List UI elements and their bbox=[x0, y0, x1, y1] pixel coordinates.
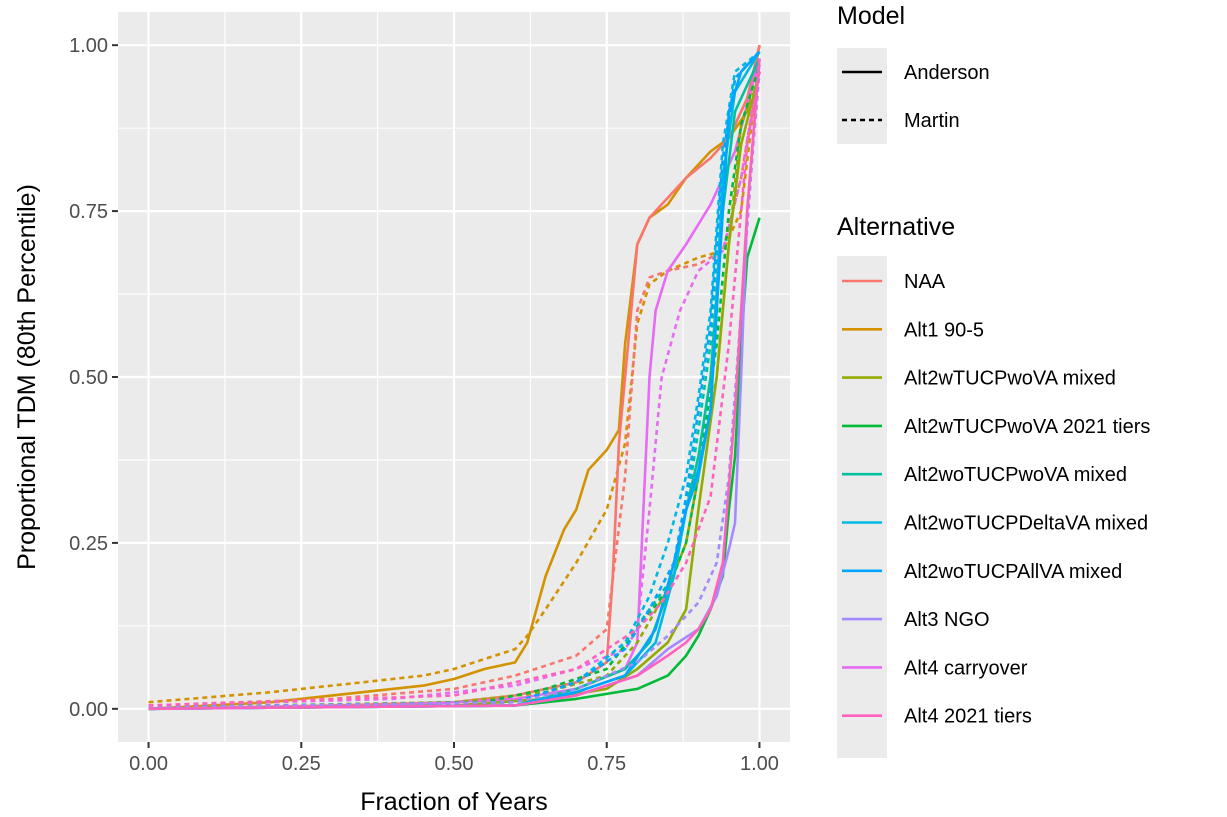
legend-alternative-title: Alternative bbox=[837, 213, 955, 241]
y-tick-label: 1.00 bbox=[69, 35, 108, 57]
series-line-alt1-90-5-anderson bbox=[148, 44, 761, 711]
y-tick-label: 0.75 bbox=[69, 201, 108, 223]
series-line-alt4-carryover-martin bbox=[148, 64, 761, 707]
legend-alt-label-alt3-ngo: Alt3 NGO bbox=[904, 609, 990, 631]
y-tick-label: 0.50 bbox=[69, 367, 108, 389]
legend-model-label-anderson: Anderson bbox=[904, 62, 990, 84]
legend-model-label-martin: Martin bbox=[904, 110, 960, 132]
grid-major bbox=[118, 12, 790, 742]
legend-alternative: Alternative NAA Alt1 90-5 Alt2wTUCPwoVA mi… bbox=[837, 213, 1150, 758]
x-axis-title: Fraction of Years bbox=[360, 788, 548, 816]
legend-alt-label-naa: NAA bbox=[904, 271, 946, 293]
legend-model-entries: Anderson Martin bbox=[842, 62, 990, 132]
x-tick-label: 0.00 bbox=[129, 753, 168, 775]
x-tick-label: 1.00 bbox=[740, 753, 779, 775]
legend-model-key-bg bbox=[837, 48, 887, 144]
legend-alt-label-alt2wotucpallva-mixed: Alt2woTUCPAllVA mixed bbox=[904, 561, 1122, 583]
y-axis-ticks: 0.00 0.25 0.50 0.75 1.00 bbox=[69, 35, 118, 721]
y-tick-label: 0.00 bbox=[69, 699, 108, 721]
series-line-alt3-ngo-martin bbox=[148, 71, 761, 709]
legend-alt-label-alt2wotucpdeltava-mixed: Alt2woTUCPDeltaVA mixed bbox=[904, 513, 1148, 535]
series-line-alt1-90-5-martin bbox=[148, 58, 761, 704]
legend-alt-label-alt1-90-5: Alt1 90-5 bbox=[904, 319, 984, 341]
legend-alternative-entries: NAA Alt1 90-5 Alt2wTUCPwoVA mixed Alt2wTUCP… bbox=[842, 271, 1150, 728]
legend-model: Model Anderson Martin bbox=[837, 2, 990, 144]
y-axis-title: Proportional TDM (80th Percentile) bbox=[13, 184, 41, 570]
y-tick-label: 0.25 bbox=[69, 533, 108, 555]
series-line-alt2wtucpwova-2021-tiers-anderson bbox=[148, 217, 761, 711]
series-line-alt2wotucpdeltava-mixed-martin bbox=[148, 50, 761, 709]
legend-alt-label-alt2wotucpwova-mixed: Alt2woTUCPwoVA mixed bbox=[904, 464, 1127, 486]
series-line-alt4-carryover-anderson bbox=[148, 58, 761, 711]
x-tick-label: 0.50 bbox=[435, 753, 474, 775]
series-line-alt4-2021-tiers-anderson bbox=[148, 58, 761, 711]
series-line-alt2wotucpallva-mixed-martin bbox=[148, 50, 761, 709]
series-layer bbox=[148, 44, 761, 711]
x-tick-label: 0.25 bbox=[282, 753, 321, 775]
series-line-naa-anderson bbox=[148, 44, 761, 711]
legend-alt-label-alt4-carryover: Alt4 carryover bbox=[904, 657, 1028, 679]
legend-alt-label-alt2wtucpwova-2021-tiers: Alt2wTUCPwoVA 2021 tiers bbox=[904, 416, 1150, 438]
series-line-alt2wtucpwova-mixed-martin bbox=[148, 77, 761, 709]
legend-alternative-key-bg bbox=[837, 256, 887, 758]
x-axis-ticks: 0.00 0.25 0.50 0.75 1.00 bbox=[129, 742, 779, 775]
x-tick-label: 0.75 bbox=[587, 753, 626, 775]
legend-alt-label-alt4-2021-tiers: Alt4 2021 tiers bbox=[904, 706, 1032, 728]
legend-alt-label-alt2wtucpwova-mixed: Alt2wTUCPwoVA mixed bbox=[904, 368, 1116, 390]
legend-model-title: Model bbox=[837, 2, 905, 30]
